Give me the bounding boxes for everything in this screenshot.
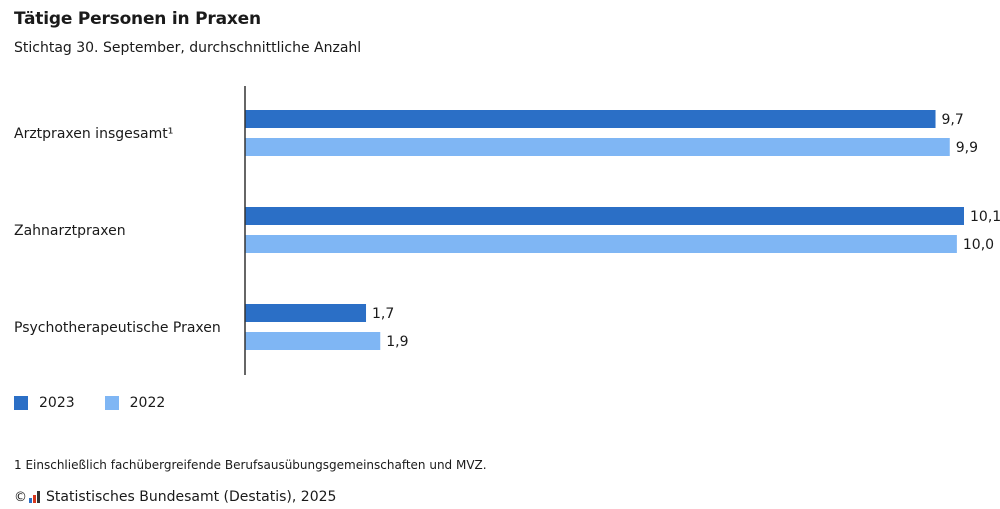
bar-chart: Arztpraxen insgesamt¹ 9,7 9,9 Zahnarztpraxe… <box>14 86 1000 375</box>
footnote: 1 Einschließlich fachübergreifende Beruf… <box>14 458 487 472</box>
bar-2023 <box>245 207 964 225</box>
bar-2022 <box>245 235 957 253</box>
legend-item-2022: 2022 <box>104 395 166 411</box>
legend-label-2022: 2022 <box>129 395 166 411</box>
bar-2022 <box>245 332 381 350</box>
bar-2022 <box>245 138 950 156</box>
copyright-symbol: © <box>14 489 27 505</box>
data-label: 9,7 <box>942 112 964 128</box>
data-label: 1,9 <box>386 334 408 350</box>
category-label: Psychotherapeutische Praxen <box>14 320 221 336</box>
category-label: Zahnarztpraxen <box>14 223 126 239</box>
chart-legend: 2023 2022 <box>14 395 195 411</box>
legend-swatch-2022 <box>104 396 119 410</box>
data-label: 9,9 <box>956 140 978 156</box>
destatis-logo-icon <box>29 491 41 503</box>
chart-subtitle: Stichtag 30. September, durchschnittlich… <box>14 40 362 56</box>
copyright-text: Statistisches Bundesamt (Destatis), 2025 <box>46 489 337 505</box>
bar-2023 <box>245 110 936 128</box>
legend-swatch-2023 <box>14 396 28 410</box>
data-label: 10,1 <box>970 209 1000 225</box>
data-label: 10,0 <box>963 237 994 253</box>
chart-title: Tätige Personen in Praxen <box>14 9 261 29</box>
bar-2023 <box>245 304 367 322</box>
legend-item-2023: 2023 <box>14 395 75 411</box>
category-label: Arztpraxen insgesamt¹ <box>14 126 173 142</box>
source-line: © Statistisches Bundesamt (Destatis), 20… <box>14 489 336 505</box>
data-label: 1,7 <box>372 306 394 322</box>
legend-label-2023: 2023 <box>39 395 75 411</box>
